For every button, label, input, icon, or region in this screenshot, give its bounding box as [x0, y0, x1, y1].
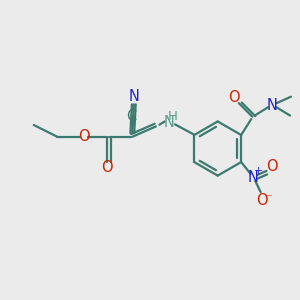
Text: C: C — [126, 109, 136, 124]
Text: O: O — [78, 129, 90, 144]
Text: O: O — [228, 90, 240, 105]
Text: H: H — [168, 110, 178, 123]
Text: N: N — [128, 88, 139, 104]
Text: O: O — [101, 160, 113, 175]
Text: +: + — [254, 167, 263, 176]
Text: N: N — [267, 98, 278, 113]
Text: O: O — [267, 159, 278, 174]
Text: N: N — [248, 170, 259, 185]
Text: N: N — [164, 115, 175, 130]
Text: O: O — [256, 193, 268, 208]
Text: ⁻: ⁻ — [266, 192, 272, 205]
